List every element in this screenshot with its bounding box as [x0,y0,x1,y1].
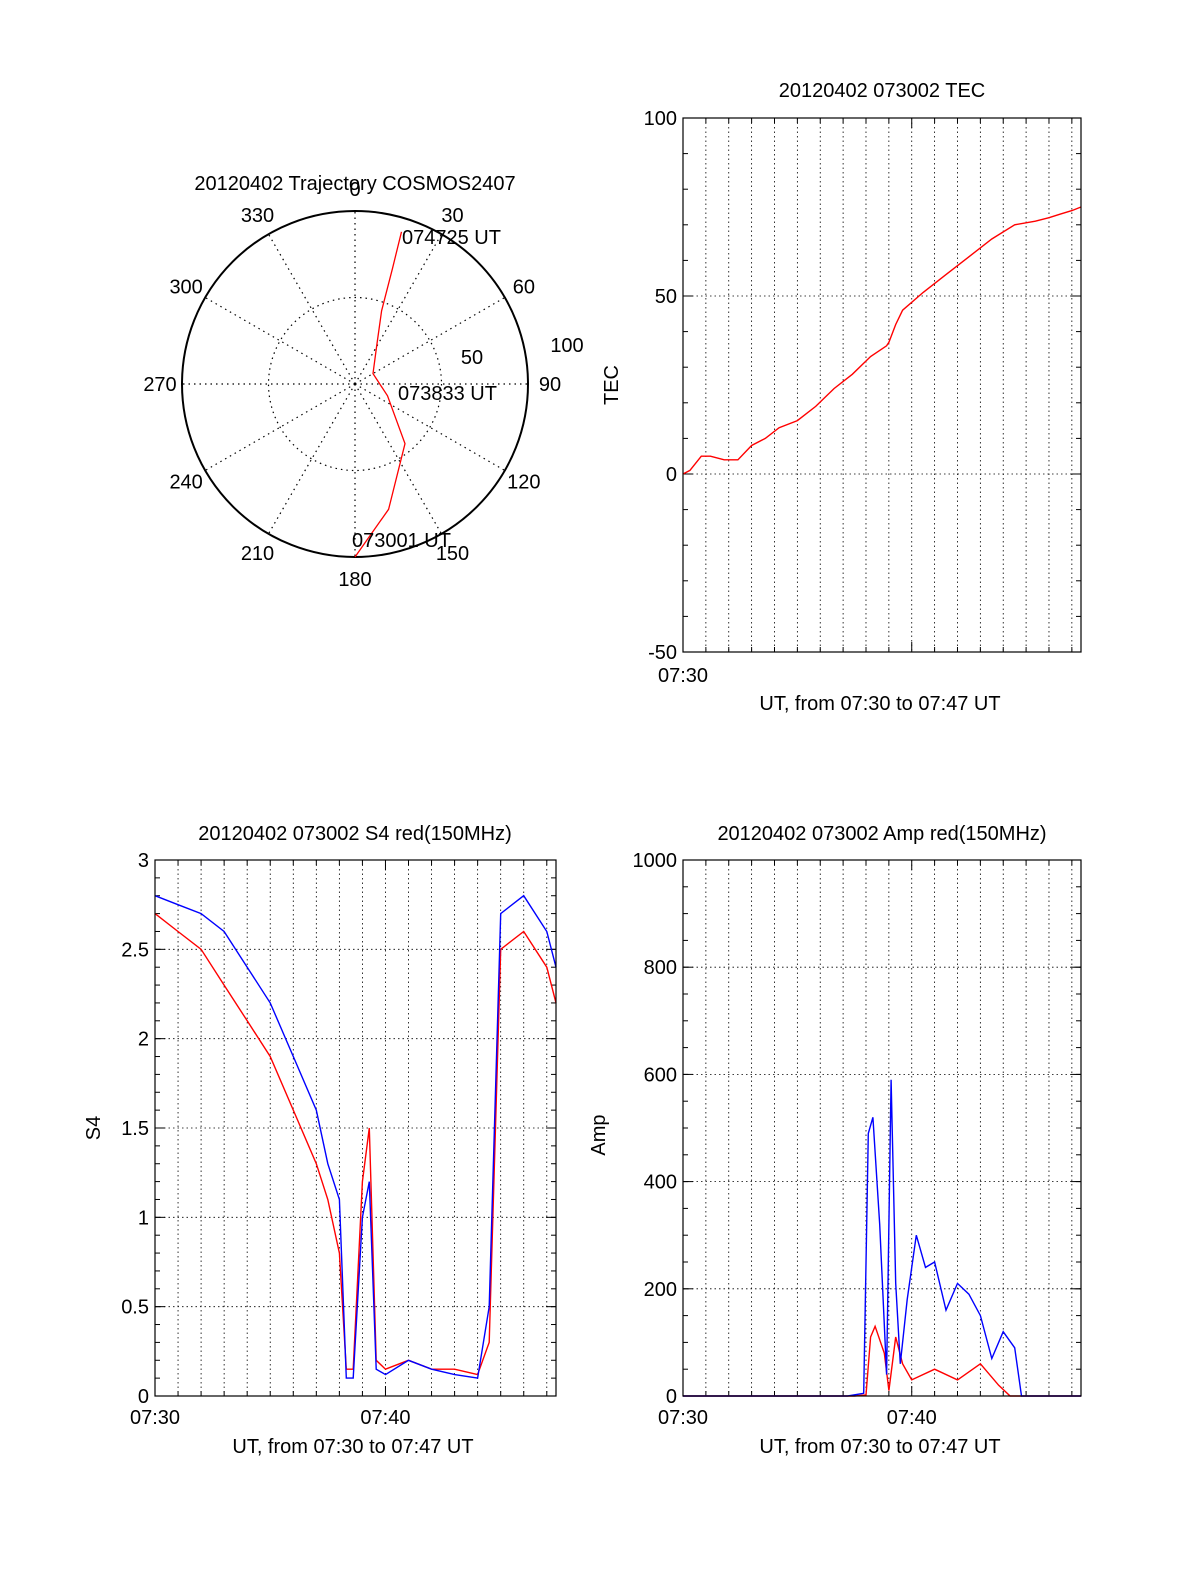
y-tick-label: -50 [648,642,677,664]
series-line [683,1079,1081,1397]
polar-azimuth-label: 60 [513,277,535,299]
polar-azimuth-label: 90 [539,374,561,396]
y-tick-label: 3 [138,850,149,872]
polar-azimuth-label: 150 [436,543,469,565]
y-tick-label: 800 [644,957,677,979]
y-tick-label: 1000 [633,850,678,872]
polar-grid-spoke [354,383,443,535]
s4-chart: 20120402 073002 S4 red(150MHz) S4 UT, fr… [83,823,557,1458]
s4-ylabel: S4 [83,1116,105,1140]
polar-grid-spoke [354,233,443,385]
series-line [154,913,557,1376]
y-tick-label: 1.5 [121,1118,149,1140]
series-line [682,206,1082,475]
amp-xlabel: UT, from 07:30 to 07:47 UT [759,1436,1000,1458]
polar-grid-spoke [204,383,356,472]
polar-azimuth-label: 0 [349,179,360,201]
y-tick-label: 200 [644,1279,677,1301]
polar-time-annotation: 073001 UT [352,530,451,552]
tec-ylabel: TEC [601,365,623,405]
x-tick-label: 07:30 [658,1407,708,1429]
series-line [683,1324,1081,1397]
y-tick-label: 0 [138,1386,149,1408]
y-tick-label: 0 [666,1386,677,1408]
polar-grid-spoke [204,296,356,385]
polar-grid-spoke [354,296,506,385]
polar-time-annotation: 073833 UT [398,383,497,405]
polar-azimuth-label: 240 [169,472,202,494]
y-tick-label: 100 [644,108,677,130]
polar-azimuth-label: 330 [241,205,274,227]
y-tick-label: 2.5 [121,939,149,961]
polar-azimuth-label: 270 [143,374,176,396]
x-tick-label: 07:40 [887,1407,937,1429]
tec-chart: 20120402 073002 TEC TEC UT, from 07:30 t… [601,80,1082,715]
polar-azimuth-label: 120 [507,472,540,494]
polar-trajectory-chart: 20120402 Trajectory COSMOS2407 0 30 60 90 12… [143,173,583,591]
x-tick-label: 07:40 [360,1407,410,1429]
polar-time-annotation: 074725 UT [402,227,501,249]
s4-title: 20120402 073002 S4 red(150MHz) [198,823,512,845]
y-tick-label: 400 [644,1172,677,1194]
amp-ylabel: Amp [588,1114,610,1155]
polar-azimuth-label: 30 [441,205,463,227]
y-tick-label: 0.5 [121,1297,149,1319]
y-tick-label: 2 [138,1029,149,1051]
polar-azimuth-label: 210 [241,543,274,565]
amp-title: 20120402 073002 Amp red(150MHz) [717,823,1046,845]
polar-grid-circle [267,296,443,472]
plot-frame [682,117,1082,653]
plot-frame [154,859,557,1397]
polar-trajectory-line [354,231,406,558]
polar-title: 20120402 Trajectory COSMOS2407 [194,173,515,195]
y-tick-label: 600 [644,1064,677,1086]
amp-chart: 20120402 073002 Amp red(150MHz) Amp UT, … [588,823,1082,1458]
x-tick-label: 07:30 [658,665,708,687]
y-tick-label: 50 [655,286,677,308]
polar-azimuth-label: 300 [169,277,202,299]
plot-frame [682,859,1082,1397]
y-tick-label: 1 [138,1207,149,1229]
polar-radial-label: 50 [461,347,483,369]
s4-xlabel: UT, from 07:30 to 07:47 UT [232,1436,473,1458]
polar-grid-spoke [267,233,356,385]
tec-xlabel: UT, from 07:30 to 07:47 UT [759,693,1000,715]
polar-radial-label: 100 [550,335,583,357]
polar-grid-spoke [354,383,506,472]
polar-grid-spoke [267,383,356,535]
polar-azimuth-label: 180 [338,569,371,591]
tec-title: 20120402 073002 TEC [779,80,985,102]
y-tick-label: 0 [666,464,677,486]
series-line [154,894,557,1379]
x-tick-label: 07:30 [130,1407,180,1429]
